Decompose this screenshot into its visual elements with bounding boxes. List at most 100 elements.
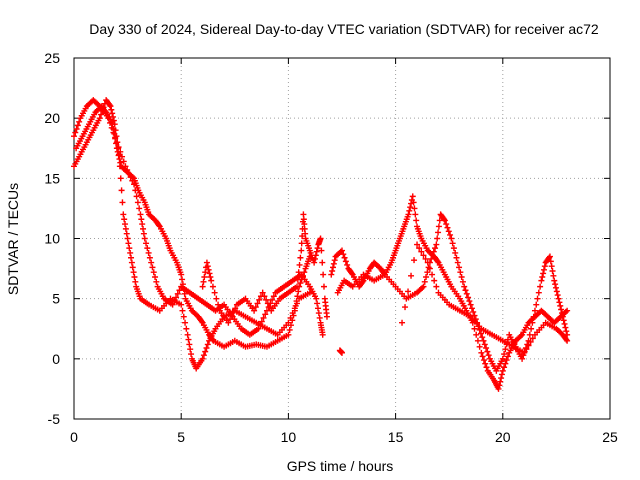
data-point xyxy=(433,283,440,290)
data-point xyxy=(531,307,538,314)
data-point xyxy=(96,115,103,122)
data-point xyxy=(452,249,459,256)
data-point xyxy=(314,305,321,312)
data-point xyxy=(285,319,292,326)
data-point xyxy=(424,269,431,276)
data-point xyxy=(563,336,570,343)
data-points xyxy=(71,97,571,392)
data-point xyxy=(342,258,349,265)
data-point xyxy=(145,249,152,256)
data-point xyxy=(423,274,430,281)
data-point xyxy=(341,254,348,261)
data-point xyxy=(459,278,466,285)
data-point xyxy=(456,264,463,271)
data-point xyxy=(76,118,83,125)
data-point xyxy=(329,267,336,274)
data-point xyxy=(127,249,134,256)
data-point xyxy=(501,351,508,358)
data-point xyxy=(541,263,548,270)
data-point xyxy=(320,283,327,290)
data-point xyxy=(124,235,131,242)
data-point xyxy=(131,274,138,281)
data-point xyxy=(554,292,561,299)
data-point xyxy=(443,221,450,228)
data-point xyxy=(120,211,127,218)
data-point xyxy=(558,310,565,317)
data-point xyxy=(296,261,303,268)
y-tick-label: 20 xyxy=(44,110,60,126)
data-point xyxy=(205,266,212,273)
data-point xyxy=(311,259,318,266)
data-point xyxy=(528,325,535,332)
data-point xyxy=(540,266,547,273)
data-point xyxy=(453,254,460,261)
data-point xyxy=(525,342,532,349)
data-point xyxy=(317,235,324,242)
data-point xyxy=(534,295,541,302)
data-point xyxy=(430,248,437,255)
data-point xyxy=(416,245,423,252)
data-point xyxy=(328,271,335,278)
data-point xyxy=(428,255,435,262)
data-point xyxy=(435,229,442,236)
data-point xyxy=(171,298,178,305)
data-point xyxy=(261,293,268,300)
data-point xyxy=(422,255,429,262)
data-point xyxy=(499,367,506,374)
data-point xyxy=(201,274,208,281)
data-point xyxy=(331,257,338,264)
data-point xyxy=(132,278,139,285)
data-point xyxy=(444,224,451,231)
data-point xyxy=(179,276,186,283)
data-point xyxy=(199,283,206,290)
data-point xyxy=(524,341,531,348)
y-tick-label: 10 xyxy=(44,231,60,247)
data-point xyxy=(136,205,143,212)
data-point xyxy=(228,312,235,319)
data-point xyxy=(546,253,553,260)
data-point xyxy=(330,260,337,267)
data-point xyxy=(498,375,505,382)
data-point xyxy=(448,235,455,242)
data-point xyxy=(293,283,300,290)
data-point xyxy=(318,247,325,254)
data-point xyxy=(457,269,464,276)
data-point xyxy=(116,163,123,170)
data-point xyxy=(405,211,412,218)
data-point xyxy=(399,319,406,326)
data-point xyxy=(564,337,571,344)
data-point xyxy=(478,349,485,356)
data-point xyxy=(562,324,569,331)
data-point xyxy=(485,352,492,359)
data-point xyxy=(254,300,261,307)
data-point xyxy=(316,314,323,321)
data-point xyxy=(98,111,105,118)
data-point xyxy=(480,357,487,364)
data-point xyxy=(319,331,326,338)
data-point xyxy=(537,283,544,290)
data-point xyxy=(498,371,505,378)
data-point xyxy=(526,331,533,338)
data-point xyxy=(409,193,416,200)
data-point xyxy=(126,245,133,252)
data-point xyxy=(420,283,427,290)
data-point xyxy=(128,259,135,266)
data-point xyxy=(483,345,490,352)
data-point xyxy=(539,274,546,281)
data-point xyxy=(450,245,457,252)
data-point xyxy=(206,270,213,277)
data-point xyxy=(501,364,508,371)
data-point xyxy=(184,331,191,338)
data-point xyxy=(431,277,438,284)
data-point xyxy=(495,385,502,392)
data-point xyxy=(209,283,216,290)
data-point xyxy=(424,259,431,266)
data-point xyxy=(178,301,185,308)
data-point xyxy=(319,259,326,266)
data-point xyxy=(299,233,306,240)
data-point xyxy=(473,331,480,338)
data-point xyxy=(311,255,318,262)
data-point xyxy=(479,334,486,341)
data-point xyxy=(227,316,234,323)
